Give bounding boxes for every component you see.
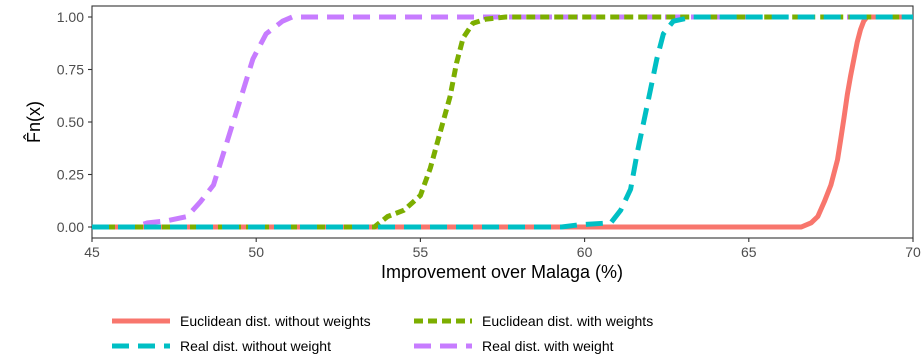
series-line-1 bbox=[92, 14, 913, 230]
x-tick-label: 45 bbox=[84, 244, 100, 260]
legend-label-euclidean-with-weights: Euclidean dist. with weights bbox=[482, 313, 653, 329]
y-tick-label: 0.75 bbox=[57, 62, 84, 78]
panel-border bbox=[91, 5, 914, 239]
x-axis: 45 50 55 60 65 70 bbox=[84, 238, 921, 260]
plot-area bbox=[91, 5, 914, 239]
legend-label-real-with-weight: Real dist. with weight bbox=[482, 338, 614, 354]
legend-label-euclidean-without-weights: Euclidean dist. without weights bbox=[180, 313, 371, 329]
x-tick-label: 50 bbox=[248, 244, 264, 260]
legend-label-real-without-weight: Real dist. without weight bbox=[180, 338, 331, 354]
y-tick-label: 0.50 bbox=[57, 114, 84, 130]
x-axis-title: Improvement over Malaga (%) bbox=[381, 262, 623, 282]
y-tick-label: 0.25 bbox=[57, 167, 84, 183]
legend: Euclidean dist. without weights Real dis… bbox=[112, 313, 653, 354]
x-tick-label: 70 bbox=[905, 244, 921, 260]
y-axis-title: F̂n(x) bbox=[23, 101, 44, 143]
x-tick-label: 55 bbox=[413, 244, 429, 260]
x-tick-label: 60 bbox=[577, 244, 593, 260]
series-layer bbox=[92, 14, 913, 230]
series-line-2 bbox=[92, 14, 913, 230]
series-line-3 bbox=[92, 14, 913, 230]
y-tick-label: 1.00 bbox=[57, 9, 84, 25]
x-tick-label: 65 bbox=[741, 244, 757, 260]
y-axis: 0.00 0.25 0.50 0.75 1.00 bbox=[57, 9, 92, 235]
y-tick-label: 0.00 bbox=[57, 219, 84, 235]
series-line-0 bbox=[92, 14, 913, 230]
